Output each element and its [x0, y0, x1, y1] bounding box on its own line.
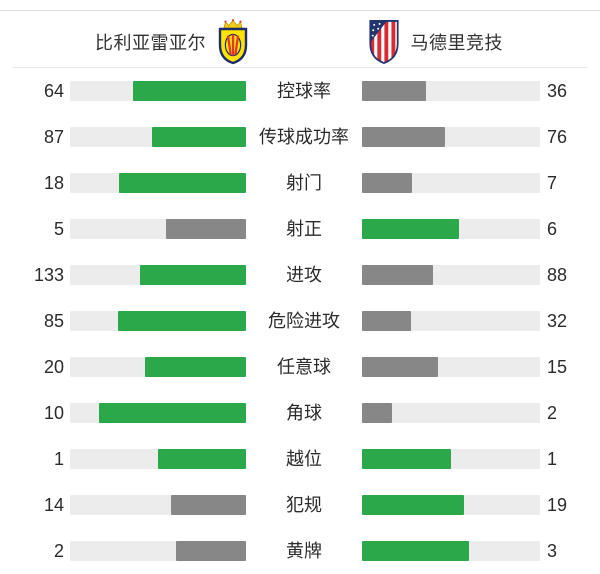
- away-bar: [362, 81, 540, 101]
- home-bar-fill: [119, 173, 246, 193]
- stat-label: 危险进攻: [268, 311, 340, 331]
- home-bar-fill: [166, 219, 246, 239]
- home-bar: [70, 81, 246, 101]
- away-team-header: 马德里竞技: [366, 18, 504, 65]
- stat-row: 20 任意球 15: [0, 344, 600, 390]
- home-bar: [70, 311, 246, 331]
- stat-row: 85 危险进攻 32: [0, 298, 600, 344]
- home-value: 85: [43, 311, 64, 331]
- away-value: 7: [547, 173, 558, 193]
- away-bar: [362, 127, 540, 147]
- away-bar-fill: [362, 311, 411, 331]
- away-value: 88: [547, 265, 568, 285]
- home-bar-fill: [152, 127, 246, 147]
- home-bar: [70, 449, 246, 469]
- away-team-name: 马德里竞技: [410, 32, 503, 53]
- home-value: 64: [43, 81, 64, 101]
- away-bar: [362, 173, 540, 193]
- stat-label: 越位: [286, 449, 322, 469]
- home-team-name: 比利亚雷亚尔: [95, 32, 206, 53]
- away-value: 15: [547, 357, 568, 377]
- home-value: 20: [43, 357, 64, 377]
- stat-label: 犯规: [286, 495, 322, 515]
- home-value: 2: [53, 541, 64, 561]
- stat-row: 18 射门 7: [0, 160, 600, 206]
- away-value: 6: [547, 219, 558, 239]
- home-bar: [70, 173, 246, 193]
- away-bar: [362, 541, 540, 561]
- stat-row: 14 犯规 19: [0, 482, 600, 528]
- away-bar-fill: [362, 449, 451, 469]
- away-value: 1: [547, 449, 558, 469]
- stat-row: 87 传球成功率 76: [0, 114, 600, 160]
- stat-row: 64 控球率 36: [0, 68, 600, 114]
- stat-label: 射门: [286, 173, 322, 193]
- stat-row: 133 进攻 88: [0, 252, 600, 298]
- home-bar: [70, 127, 246, 147]
- home-value: 14: [43, 495, 64, 515]
- away-bar-fill: [362, 357, 439, 377]
- stat-row: 10 角球 2: [0, 390, 600, 436]
- home-value: 18: [43, 173, 64, 193]
- away-bar-fill: [362, 495, 465, 515]
- home-bar-fill: [175, 541, 246, 561]
- home-bar-fill: [99, 403, 246, 423]
- home-team-header: 比利亚雷亚尔: [95, 18, 251, 65]
- away-bar: [362, 311, 540, 331]
- atletico-madrid-crest-icon: [366, 18, 402, 65]
- away-bar-fill: [362, 219, 460, 239]
- away-bar: [362, 449, 540, 469]
- home-bar-fill: [145, 357, 246, 377]
- header-divider: [12, 67, 588, 68]
- away-value: 2: [547, 403, 558, 423]
- away-bar: [362, 495, 540, 515]
- stat-label: 任意球: [277, 357, 331, 377]
- match-header: 比利亚雷亚尔: [0, 11, 600, 72]
- away-bar-fill: [362, 403, 392, 423]
- home-bar: [70, 403, 246, 423]
- away-bar-fill: [362, 265, 433, 285]
- stat-label: 传球成功率: [259, 127, 349, 147]
- stat-label: 黄牌: [286, 541, 322, 561]
- away-bar: [362, 265, 540, 285]
- away-bar-fill: [362, 127, 445, 147]
- away-bar-fill: [362, 173, 412, 193]
- stat-label: 角球: [286, 403, 322, 423]
- home-bar: [70, 265, 246, 285]
- home-bar: [70, 541, 246, 561]
- away-bar: [362, 357, 540, 377]
- away-bar-fill: [362, 541, 469, 561]
- away-value: 3: [547, 541, 558, 561]
- stat-row: 1 越位 1: [0, 436, 600, 482]
- home-bar-fill: [140, 265, 246, 285]
- home-value: 10: [43, 403, 64, 423]
- stat-label: 进攻: [286, 265, 322, 285]
- home-value: 87: [43, 127, 64, 147]
- stat-label: 射正: [286, 219, 322, 239]
- away-value: 32: [547, 311, 568, 331]
- stat-row: 5 射正 6: [0, 206, 600, 252]
- home-bar: [70, 357, 246, 377]
- home-bar-fill: [171, 495, 246, 515]
- away-value: 36: [547, 81, 568, 101]
- stat-row: 2 黄牌 3: [0, 528, 600, 574]
- away-bar: [362, 403, 540, 423]
- home-value: 5: [53, 219, 64, 239]
- home-bar: [70, 495, 246, 515]
- home-bar-fill: [118, 311, 246, 331]
- away-value: 19: [547, 495, 568, 515]
- top-divider: [0, 10, 600, 11]
- away-bar-fill: [362, 81, 427, 101]
- away-bar: [362, 219, 540, 239]
- home-bar-fill: [133, 81, 246, 101]
- home-value: 1: [53, 449, 64, 469]
- home-value: 133: [33, 265, 64, 285]
- villarreal-crest-icon: [215, 18, 251, 65]
- stat-label: 控球率: [277, 81, 331, 101]
- home-bar-fill: [158, 449, 246, 469]
- stats-list: 64 控球率 36 87 传球成功率 76 18 射门 7 5: [0, 68, 600, 574]
- home-bar: [70, 219, 246, 239]
- away-value: 76: [547, 127, 568, 147]
